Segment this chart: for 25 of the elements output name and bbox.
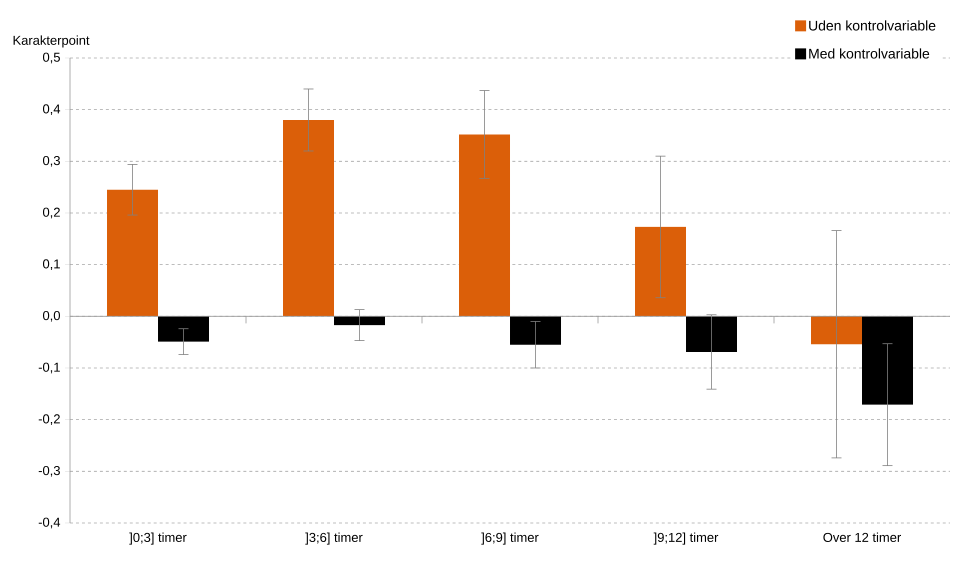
x-tick-label: ]3;6] timer — [305, 532, 363, 545]
y-tick-label: -0,1 — [38, 362, 60, 374]
y-tick-label: 0,4 — [42, 104, 60, 116]
bar — [283, 120, 334, 316]
x-tick-label: ]6;9] timer — [481, 532, 539, 545]
legend-label: Uden kontrolvariable — [809, 20, 936, 31]
x-tick-label: ]0;3] timer — [129, 532, 187, 545]
legend-label: Med kontrolvariable — [809, 48, 930, 59]
bar — [459, 134, 510, 316]
y-tick-label: -0,2 — [38, 414, 60, 425]
y-tick-label: 0,2 — [42, 208, 60, 218]
y-axis-title: Karakterpoint — [14, 35, 90, 48]
y-tick-label: -0,3 — [38, 466, 60, 477]
y-tick-label: 0,0 — [42, 310, 60, 322]
x-tick-label: Over 12 timer — [823, 532, 901, 542]
y-tick-label: 0,5 — [42, 52, 60, 64]
x-tick-label: ]9;12] timer — [654, 532, 718, 545]
y-tick-label: 0,1 — [42, 259, 60, 270]
bar — [107, 190, 158, 316]
bar — [811, 316, 862, 344]
bar — [334, 316, 386, 326]
bar — [510, 316, 562, 345]
y-tick-label: 0,3 — [42, 156, 60, 167]
bar — [158, 316, 210, 342]
y-tick-label: -0,4 — [38, 518, 60, 528]
